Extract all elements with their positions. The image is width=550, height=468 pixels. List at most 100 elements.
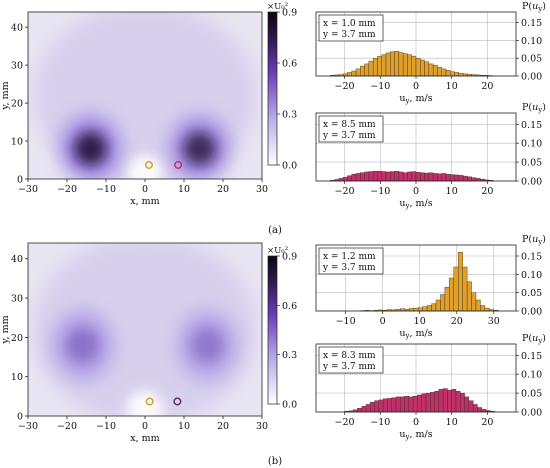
probe-x-label: x = 8.5 mm bbox=[323, 120, 376, 130]
colorbar: 0.0 0.3 0.6 0.9×U₀² bbox=[267, 246, 297, 411]
lobe-right bbox=[169, 115, 231, 179]
y-tick-label: 0.15 bbox=[521, 120, 542, 131]
y-axis-label: P(uy) bbox=[522, 102, 546, 114]
histogram-bar bbox=[364, 171, 370, 182]
y-tick-label: 0.05 bbox=[521, 288, 542, 299]
histogram-bar bbox=[390, 171, 395, 182]
histogram-bar bbox=[415, 58, 421, 77]
y-tick-label: 0.15 bbox=[521, 351, 542, 362]
x-axis-label: x, mm bbox=[130, 433, 159, 444]
histogram-frame bbox=[315, 244, 517, 312]
histogram-bar bbox=[377, 56, 382, 77]
histogram-bar bbox=[477, 407, 482, 413]
x-tick-label: 20 bbox=[217, 184, 229, 195]
histogram-bar bbox=[364, 63, 370, 77]
histogram-bar bbox=[390, 51, 395, 77]
histogram-bar bbox=[411, 55, 417, 77]
histogram-bar bbox=[472, 404, 478, 413]
y-tick-label: 0.05 bbox=[521, 158, 542, 169]
histogram-bar bbox=[385, 171, 391, 182]
histogram-bar bbox=[400, 396, 405, 413]
colorbar-tick-label: 0.0 bbox=[282, 161, 297, 172]
histogram-bar bbox=[342, 177, 348, 182]
x-axis-label: uy, m/s bbox=[399, 328, 432, 340]
probe-y-label: y = 3.7 mm bbox=[322, 263, 376, 273]
histogram-bar bbox=[454, 72, 460, 77]
histogram-bar bbox=[434, 391, 440, 413]
histogram-bar bbox=[454, 174, 460, 182]
x-tick-label: 0 bbox=[380, 316, 386, 327]
histogram-bar bbox=[365, 404, 371, 413]
y-axis-label: P(uy) bbox=[522, 234, 546, 246]
x-tick-label: 30 bbox=[256, 421, 268, 432]
histogram-bar bbox=[480, 305, 486, 312]
histogram-bar bbox=[381, 171, 387, 182]
x-tick-label: −10 bbox=[96, 421, 116, 432]
lobe-left bbox=[52, 310, 114, 380]
histogram-bar bbox=[466, 281, 472, 312]
histogram-bar bbox=[445, 70, 451, 77]
histogram-bar bbox=[372, 170, 378, 182]
y-tick-label: 0.00 bbox=[521, 408, 542, 419]
histogram-bar bbox=[398, 171, 404, 182]
heatmap: −30 −20 −10 0 10 20 30 0 10 20 30 40 x, mm y, mm bbox=[0, 11, 268, 207]
histogram-bar bbox=[413, 307, 419, 312]
histogram-bar bbox=[428, 63, 434, 77]
x-tick-label: 20 bbox=[451, 316, 463, 327]
colorbar-tick-label: 0.3 bbox=[282, 350, 297, 361]
x-tick-label: 0 bbox=[413, 186, 419, 197]
x-tick-label: 10 bbox=[178, 184, 190, 195]
x-tick-label: 10 bbox=[446, 81, 458, 92]
histogram-bar bbox=[394, 170, 400, 182]
y-tick-label: 10 bbox=[11, 372, 23, 383]
x-tick-label: 0 bbox=[142, 421, 148, 432]
y-tick-label: 0.15 bbox=[521, 252, 542, 263]
x-axis-label: x, mm bbox=[130, 196, 159, 207]
histogram-bar bbox=[360, 172, 365, 182]
y-tick-label: 0 bbox=[17, 412, 23, 423]
histogram-bar bbox=[385, 52, 391, 77]
histogram-bar bbox=[431, 303, 437, 312]
y-tick-label: 0.00 bbox=[521, 177, 542, 188]
x-tick-label: 20 bbox=[481, 81, 493, 92]
x-tick-label: 20 bbox=[217, 421, 229, 432]
x-tick-label: −10 bbox=[96, 184, 116, 195]
colorbar-tick-label: 0.9 bbox=[282, 8, 297, 19]
x-tick-label: 20 bbox=[481, 417, 493, 428]
histogram-bar bbox=[444, 286, 450, 312]
probe-marker-2 bbox=[173, 397, 182, 406]
histogram-bar bbox=[382, 398, 388, 413]
y-tick-label: 0.15 bbox=[521, 18, 542, 29]
x-tick-label: −20 bbox=[57, 184, 77, 195]
x-tick-label: 10 bbox=[178, 421, 190, 432]
colorbar: 0.0 0.3 0.6 0.9×U₀² bbox=[267, 2, 297, 172]
histogram-bar bbox=[462, 175, 468, 182]
histogram-bar bbox=[424, 172, 430, 182]
y-tick-label: 20 bbox=[11, 333, 23, 344]
histogram-bar bbox=[441, 68, 447, 77]
histogram-bar bbox=[420, 172, 425, 182]
histogram-bar bbox=[447, 389, 452, 413]
lobe-right bbox=[176, 310, 238, 380]
histogram-bar bbox=[435, 299, 441, 312]
histogram-bar bbox=[460, 392, 465, 413]
histogram-bar bbox=[432, 173, 438, 182]
bars bbox=[344, 388, 495, 413]
x-tick-label: 30 bbox=[256, 184, 268, 195]
x-tick-label: −20 bbox=[57, 421, 77, 432]
colorbar-scale bbox=[267, 255, 278, 405]
probe-y-label: y = 3.7 mm bbox=[322, 362, 376, 372]
histogram-bar bbox=[420, 59, 425, 77]
colorbar-tick-label: 0.3 bbox=[282, 110, 297, 121]
histogram-bar bbox=[412, 395, 418, 413]
y-tick-label: 10 bbox=[11, 137, 23, 148]
probe-y-label: y = 3.7 mm bbox=[322, 131, 376, 141]
x-axis-label: uy, m/s bbox=[399, 198, 432, 210]
histogram-bar bbox=[381, 54, 387, 77]
histogram-bar bbox=[437, 173, 442, 182]
x-tick-label: 0 bbox=[142, 184, 148, 195]
y-axis-label: P(uy) bbox=[522, 1, 546, 13]
histogram-bar bbox=[395, 396, 401, 413]
